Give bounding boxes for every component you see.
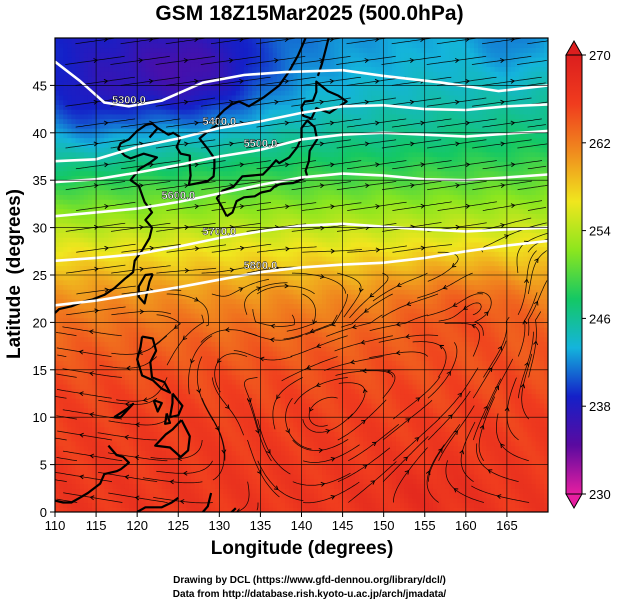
y-tick-label: 35	[33, 173, 47, 188]
colorbar-max-arrow	[565, 39, 583, 56]
x-tick-label: 145	[332, 518, 354, 533]
colorbar-tick-label: 246	[589, 311, 611, 326]
y-tick-label: 10	[33, 410, 47, 425]
credit-line-dcl: Drawing by DCL (https://www.gfd-dennou.o…	[173, 575, 446, 586]
chart-title: GSM 18Z15Mar2025 (500.0hPa)	[155, 2, 464, 25]
grid-lines	[55, 38, 548, 512]
y-axis: 0 5 10 15 20 25 30 35 40 45	[33, 78, 55, 520]
x-tick-label: 135	[250, 518, 272, 533]
y-tick-label: 25	[33, 268, 47, 283]
colorbar-tick-label: 254	[589, 224, 611, 239]
colorbar-tick-label: 238	[589, 399, 611, 414]
x-tick-label: 130	[208, 518, 230, 533]
colorbar-min-arrow	[565, 493, 583, 510]
x-tick-label: 120	[126, 518, 148, 533]
y-tick-label: 15	[33, 363, 47, 378]
x-axis-label: Longitude (degrees)	[211, 538, 394, 559]
credit-line-data-source: Data from http://database.rish.kyoto-u.a…	[172, 589, 447, 600]
colorbar-tick-label: 270	[589, 48, 611, 63]
colorbar-tick-label: 230	[589, 487, 611, 502]
y-tick-label: 20	[33, 315, 47, 330]
x-tick-label: 155	[414, 518, 436, 533]
colorbar: 230 238 246 254 262 270	[565, 39, 611, 510]
colorbar-tick-label: 262	[589, 136, 611, 151]
x-tick-label: 165	[496, 518, 518, 533]
contour-5300.0	[55, 60, 548, 108]
x-axis: 110 115 120 125 130 135 140 145 150 155 160 165	[45, 512, 518, 533]
y-tick-label: 30	[33, 221, 47, 236]
y-tick-label: 0	[40, 505, 47, 520]
y-tick-label: 45	[33, 78, 47, 93]
x-tick-label: 160	[455, 518, 477, 533]
contour-label: 5300.0	[112, 94, 146, 106]
x-tick-label: 110	[45, 518, 66, 533]
x-tick-label: 150	[373, 518, 395, 533]
x-tick-label: 125	[167, 518, 189, 533]
x-tick-label: 140	[291, 518, 313, 533]
y-tick-label: 5	[40, 458, 47, 473]
colorbar-scale	[565, 54, 583, 495]
x-tick-label: 115	[86, 518, 107, 533]
y-axis-label: Latitude (degrees)	[4, 189, 25, 359]
y-tick-label: 40	[33, 126, 47, 141]
